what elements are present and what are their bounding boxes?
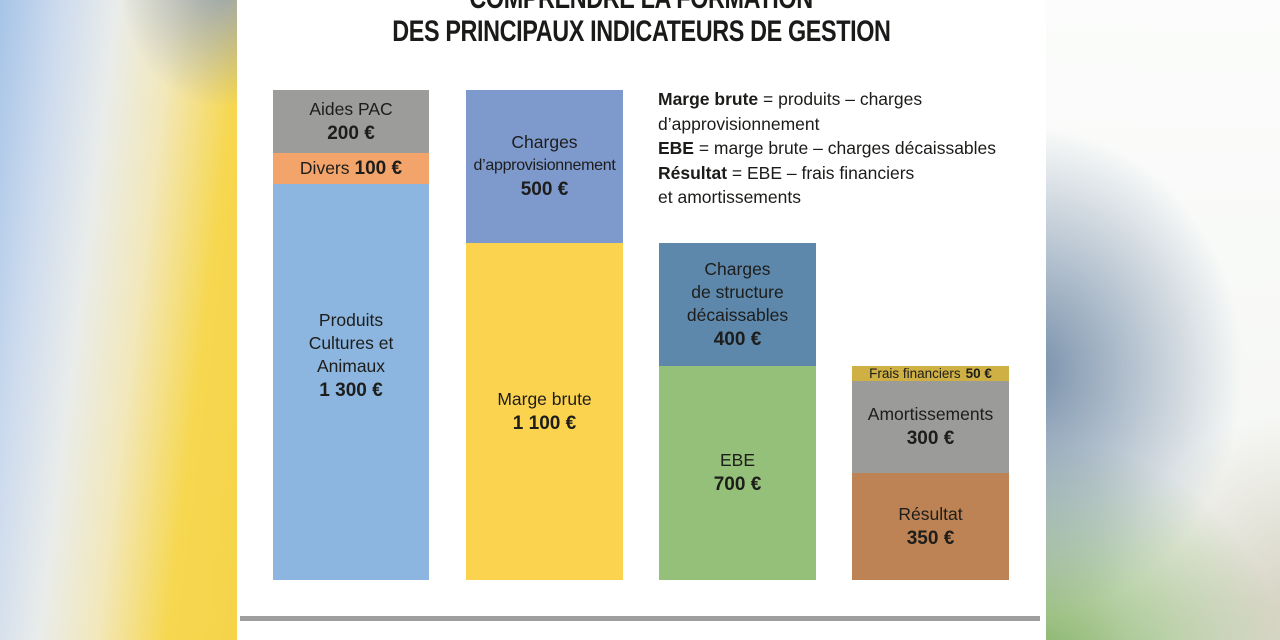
segment-ebe: EBE 700 € bbox=[659, 366, 816, 580]
bottom-divider-rule bbox=[240, 616, 1040, 621]
segment-divers: Divers 100 € bbox=[273, 153, 429, 184]
segment-label: de structure bbox=[691, 281, 784, 302]
segment-amount: 350 € bbox=[906, 527, 955, 549]
segment-amount: 1 100 € bbox=[512, 412, 577, 434]
segment-amount: 200 € bbox=[327, 122, 375, 144]
segment-label: d’approvisionnement bbox=[473, 157, 616, 174]
segment-label: Amortissements bbox=[867, 404, 994, 424]
segment-amount: 700 € bbox=[713, 474, 762, 495]
segment-amount: 100 € bbox=[354, 158, 403, 179]
segment-label: Frais financiers bbox=[869, 366, 961, 381]
title-line-1: COMPRENDRE LA FORMATION bbox=[470, 0, 814, 15]
segment-label: Produits bbox=[318, 310, 384, 330]
segment-label: Cultures et bbox=[308, 333, 394, 353]
formula-line: EBE = marge brute – charges décaissables bbox=[658, 136, 1050, 161]
formula-term: EBE bbox=[658, 138, 694, 158]
segment-amount: 300 € bbox=[906, 428, 955, 449]
formula-rest: = marge brute – charges décaissables bbox=[693, 138, 997, 158]
formula-line: d’approvisionnement bbox=[658, 112, 1050, 137]
segment-charges-structure-decaissables: Charges de structure décaissables 400 € bbox=[659, 243, 816, 366]
formula-rest: = produits – charges bbox=[758, 89, 923, 109]
segment-aides-pac: Aides PAC 200 € bbox=[273, 90, 429, 153]
segment-label: Animaux bbox=[316, 356, 386, 376]
formula-line: et amortissements bbox=[658, 185, 1050, 210]
segment-label: décaissables bbox=[686, 304, 789, 325]
segment-amount: 1 300 € bbox=[319, 380, 383, 401]
segment-amount: 500 € bbox=[520, 179, 569, 200]
title-line-2: DES PRINCIPAUX INDICATEURS DE GESTION bbox=[392, 15, 891, 48]
formula-rest: d’approvisionnement bbox=[658, 113, 820, 134]
formula-rest: = EBE – frais financiers bbox=[727, 162, 915, 183]
segment-label: Divers bbox=[299, 158, 350, 178]
segment-amortissements: Amortissements 300 € bbox=[852, 381, 1009, 473]
segment-amount: 400 € bbox=[713, 328, 762, 350]
segment-label: Résultat bbox=[898, 503, 963, 524]
formula-term: Marge brute bbox=[658, 89, 759, 109]
formula-rest: et amortissements bbox=[658, 187, 801, 207]
segment-label: Aides PAC bbox=[309, 98, 393, 119]
page-title: COMPRENDRE LA FORMATION DES PRINCIPAUX I… bbox=[237, 0, 1046, 48]
segment-produits-cultures-animaux: Produits Cultures et Animaux 1 300 € bbox=[273, 184, 429, 580]
segment-marge-brute: Marge brute 1 100 € bbox=[466, 243, 623, 580]
formula-term: Résultat bbox=[658, 162, 728, 183]
segment-amount: 50 € bbox=[965, 366, 992, 381]
segment-frais-financiers: Frais financiers 50 € bbox=[852, 366, 1009, 381]
infographic-panel: COMPRENDRE LA FORMATION DES PRINCIPAUX I… bbox=[237, 0, 1046, 640]
segment-label: Charges bbox=[704, 258, 771, 279]
segment-resultat: Résultat 350 € bbox=[852, 473, 1009, 580]
segment-label: Marge brute bbox=[497, 388, 592, 409]
formulas-text-block: Marge brute = produits – charges d’appro… bbox=[658, 87, 1050, 210]
background-blur-right bbox=[1046, 0, 1280, 640]
formula-line: Marge brute = produits – charges bbox=[658, 87, 1050, 112]
segment-label: EBE bbox=[719, 450, 755, 470]
segment-label: Charges bbox=[511, 132, 578, 152]
formula-line: Résultat = EBE – frais financiers bbox=[658, 161, 1050, 186]
background-blur-left bbox=[0, 0, 237, 640]
segment-charges-approvisionnement: Charges d’approvisionnement 500 € bbox=[466, 90, 623, 243]
